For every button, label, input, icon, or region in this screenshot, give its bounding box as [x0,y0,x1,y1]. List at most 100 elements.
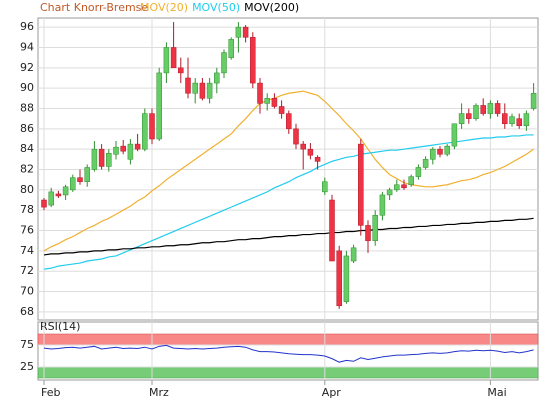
oversold-band [37,366,539,379]
candle-body [192,82,198,94]
candle-body [401,184,407,189]
candle-body [343,255,350,302]
rsi-line [43,344,534,363]
candle-body [365,225,371,241]
candle-body [70,177,76,191]
y-tick-label: 82 [20,163,34,176]
candle-body [444,145,450,155]
candle-body [386,189,393,196]
x-tick-label: Feb [41,386,60,399]
candle-body [142,113,148,150]
candle-body [149,113,155,140]
candle-body [62,186,69,196]
candle-body [134,143,141,150]
y-tick-label: 92 [20,61,34,74]
x-tick-label: Mai [487,386,506,399]
candle-body [314,157,321,162]
y-tick-label: 88 [20,101,34,114]
candle-body [120,145,126,152]
candle-body [242,26,249,38]
legend-entry: MOV(20) [140,1,188,14]
candle-body [127,143,134,160]
candle-body [278,106,285,114]
candle-body [415,167,422,177]
candle-body [84,167,90,182]
chart-title: Chart Knorr-Bremse [40,1,148,14]
candle-body [494,103,501,114]
candle-body [214,72,220,84]
candle-body [257,82,263,104]
candle-body [286,113,292,130]
candle-body [271,98,278,107]
candle-body [98,148,105,167]
candle-body [430,148,436,160]
x-tick-label: Mrz [149,386,169,399]
candle-body [206,82,213,99]
y-tick-label: 78 [20,203,34,216]
candle-body [235,26,242,38]
candle-body [48,191,54,206]
candle-body [458,113,465,125]
candle-body [228,39,234,58]
y-tick-label: 90 [20,81,34,94]
candle-body [41,199,47,208]
candle-body [156,72,162,140]
candle-body [300,143,306,150]
moving-average-line [43,90,534,252]
candle-body [379,194,386,216]
y-tick-label: 80 [20,183,34,196]
candle-body [502,113,508,125]
candle-body [437,148,443,155]
candle-body [466,113,472,119]
candle-body [509,116,515,125]
candle-body [473,105,479,119]
candle-body [358,143,364,226]
candle-body [322,181,328,193]
x-tick-label: Apr [322,386,342,399]
candle-body [293,128,299,145]
candle-body [329,199,335,262]
candle-body [487,103,494,114]
candle-body [185,77,191,94]
legend-entry: MOV(50) [192,1,240,14]
y-tick-label: 94 [20,40,34,53]
candle-body [516,118,522,127]
candle-body [170,47,177,69]
candle-body [77,177,83,182]
candle-body [307,148,314,156]
y-tick-label: 75 [20,338,34,351]
y-tick-label: 72 [20,264,34,277]
candle-body [163,47,170,74]
y-tick-label: 96 [20,20,34,33]
candle-body [480,105,486,114]
candle-body [113,146,119,155]
y-tick-label: 25 [20,360,34,373]
candle-body [422,159,429,168]
main-plot-frame [37,17,539,321]
moving-average-line [43,217,534,256]
candle-body [394,184,400,191]
y-tick-label: 68 [20,305,34,318]
candle-body [106,152,112,167]
y-tick-label: 84 [20,142,34,155]
candle-body [91,148,98,170]
rsi-title: RSI(14) [40,320,80,333]
candle-body [408,176,414,186]
candle-body [55,193,62,197]
y-tick-label: 76 [20,224,34,237]
candle-body [372,215,378,241]
candle-body [530,92,537,109]
candle-body [336,250,342,307]
legend-entry: MOV(200) [244,1,299,14]
candle-body [221,52,227,74]
y-tick-label: 74 [20,244,34,257]
candle-body [199,82,206,99]
candle-body [451,123,458,147]
candle-body [178,67,184,74]
y-tick-label: 70 [20,285,34,298]
candle-body [523,113,530,127]
overbought-band [37,333,539,346]
y-tick-label: 86 [20,122,34,135]
candle-body [264,98,270,104]
